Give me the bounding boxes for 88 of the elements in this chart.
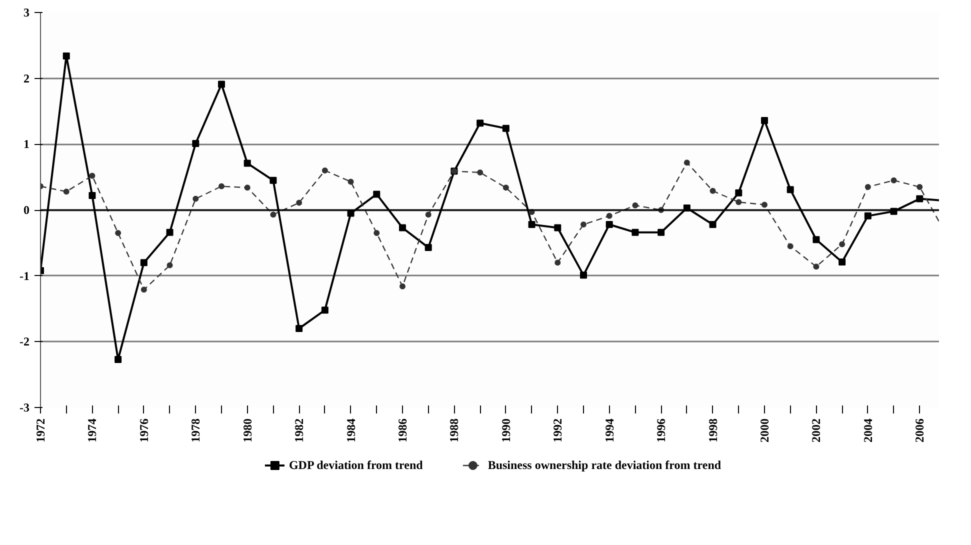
point xyxy=(476,120,484,127)
point xyxy=(399,224,406,232)
y-tick-label: 1 xyxy=(24,137,30,152)
point xyxy=(115,230,122,236)
point xyxy=(786,186,794,194)
point xyxy=(839,241,846,248)
point xyxy=(114,356,122,363)
point xyxy=(166,228,174,236)
point xyxy=(813,264,820,270)
point xyxy=(270,212,276,218)
point xyxy=(632,228,639,236)
point xyxy=(502,124,510,132)
point xyxy=(916,184,923,190)
x-tick-label: 2000 xyxy=(758,418,772,442)
x-tick-label: 1994 xyxy=(602,418,616,442)
point xyxy=(762,202,768,208)
point xyxy=(140,259,148,266)
point xyxy=(812,236,820,244)
x-tick-label: 1988 xyxy=(447,418,462,442)
x-tick-label: 2002 xyxy=(809,418,824,442)
point xyxy=(218,80,225,88)
x-tick-label: 1982 xyxy=(292,418,306,442)
point xyxy=(736,199,742,206)
x-tick-label: 1986 xyxy=(396,418,410,442)
point xyxy=(166,262,173,268)
point xyxy=(62,52,70,60)
point xyxy=(321,306,328,314)
y-tick-label: 0 xyxy=(24,203,30,217)
point xyxy=(296,325,303,332)
point xyxy=(192,140,200,148)
point xyxy=(761,116,768,124)
point xyxy=(580,221,586,228)
point xyxy=(658,228,665,236)
legend-label: Business ownership rate deviation from trend xyxy=(488,458,722,472)
point xyxy=(916,195,924,202)
point xyxy=(838,258,846,266)
point xyxy=(580,272,587,279)
x-tick-label: 1974 xyxy=(85,418,100,442)
y-tick-label: -1 xyxy=(20,268,30,283)
x-tick-label: 1990 xyxy=(498,418,513,442)
point xyxy=(140,286,147,293)
point xyxy=(710,188,716,194)
point xyxy=(606,220,613,228)
x-tick-label: 2004 xyxy=(860,418,875,442)
point xyxy=(374,230,380,236)
point xyxy=(709,220,716,228)
point xyxy=(528,220,536,228)
point xyxy=(322,168,328,174)
point xyxy=(554,260,561,266)
point xyxy=(424,244,432,252)
x-tick-label: 1978 xyxy=(188,418,203,442)
y-tick-label: -3 xyxy=(20,400,30,414)
x-tick-label: 1972 xyxy=(34,418,48,442)
point xyxy=(400,283,406,290)
point xyxy=(270,176,277,184)
point xyxy=(88,192,96,200)
point xyxy=(192,196,199,202)
x-tick-label: 1992 xyxy=(550,418,565,442)
point xyxy=(864,212,872,220)
point xyxy=(63,188,70,195)
point xyxy=(218,183,224,190)
x-tick-label: 1998 xyxy=(706,418,720,442)
point xyxy=(787,243,794,250)
point xyxy=(890,177,897,184)
point xyxy=(684,160,690,166)
point xyxy=(477,169,484,176)
y-tick-label: 2 xyxy=(24,71,30,86)
point xyxy=(554,224,562,232)
x-tick-label: 2006 xyxy=(912,418,927,442)
point xyxy=(632,202,638,208)
point xyxy=(244,184,250,191)
y-tick-label: -2 xyxy=(20,334,30,349)
x-tick-label: 1976 xyxy=(136,418,151,442)
point xyxy=(244,160,251,167)
y-tick-label: 3 xyxy=(24,6,30,20)
x-tick-label: 1996 xyxy=(654,418,668,442)
point xyxy=(502,184,509,191)
x-tick-label: 1980 xyxy=(240,418,254,442)
legend-label: GDP deviation from trend xyxy=(288,458,423,472)
point xyxy=(348,178,354,185)
point xyxy=(735,189,742,196)
point xyxy=(296,200,302,206)
point xyxy=(425,212,432,218)
point xyxy=(864,184,871,190)
point xyxy=(373,190,380,198)
point xyxy=(89,172,96,179)
x-tick-label: 1984 xyxy=(344,418,358,442)
point xyxy=(606,212,612,219)
